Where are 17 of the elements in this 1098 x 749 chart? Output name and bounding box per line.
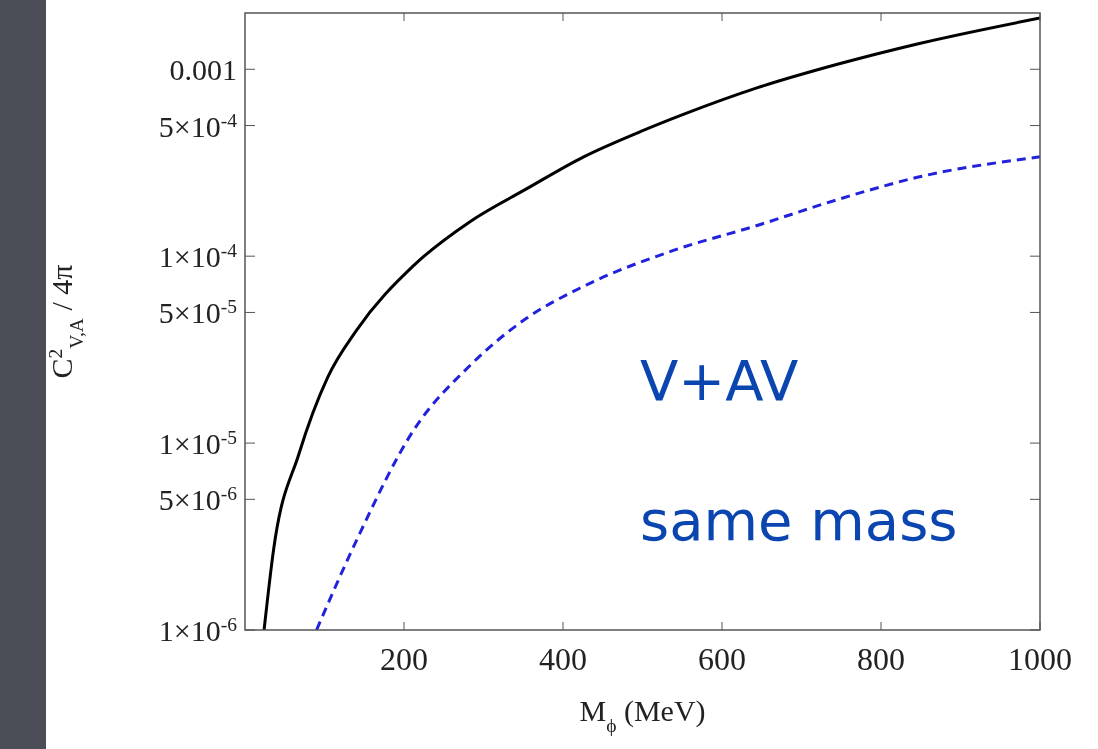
x-tick-label: 1000: [1008, 641, 1072, 677]
y-tick-label: 5×10$^{-6}$: [158, 482, 238, 517]
x-tick-label: 400: [539, 641, 587, 677]
line-series: [315, 155, 1040, 630]
y-tick-label: 5×10$^{-5}$: [158, 295, 237, 330]
line-series: [262, 16, 1040, 630]
y-tick-label: 0.001: [169, 53, 237, 87]
x-tick-label: 600: [698, 641, 746, 677]
annotation: same mass: [640, 488, 958, 553]
y-tick-label: 5×10$^{-4}$: [158, 109, 238, 143]
y-tick-label: 1×10$^{-4}$: [158, 239, 238, 274]
annotation: V+AV: [640, 348, 799, 413]
x-tick-label: 200: [380, 641, 428, 677]
x-axis-title: M$_{ϕ}$ (MeV): [579, 694, 706, 736]
y-tick-label: 1×10$^{-6}$: [158, 613, 238, 647]
y-tick-label: 1×10$^{-5}$: [158, 426, 237, 461]
x-tick-label: 800: [857, 641, 905, 677]
